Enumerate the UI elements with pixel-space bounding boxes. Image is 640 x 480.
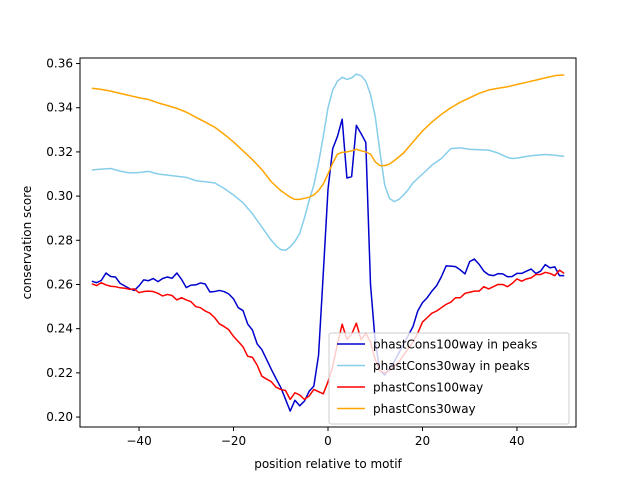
legend-label-0: phastCons100way in peaks bbox=[373, 338, 537, 352]
y-tick-label: 0.30 bbox=[46, 189, 73, 203]
legend-label-1: phastCons30way in peaks bbox=[373, 359, 530, 373]
x-tick-label: −20 bbox=[221, 434, 246, 448]
y-tick-label: 0.22 bbox=[46, 366, 73, 380]
y-axis-label: conservation score bbox=[20, 186, 34, 300]
y-tick-label: 0.36 bbox=[46, 57, 73, 71]
series-layer bbox=[91, 73, 565, 412]
y-tick-label: 0.20 bbox=[46, 410, 73, 424]
series-line-0 bbox=[91, 118, 565, 412]
y-tick-label: 0.28 bbox=[46, 233, 73, 247]
y-tick-label: 0.34 bbox=[46, 101, 73, 115]
y-axis: 0.20 0.22 0.24 0.26 0.28 0.30 0.32 0.34 0.36 bbox=[46, 57, 80, 424]
y-tick-label: 0.24 bbox=[46, 322, 73, 336]
legend-label-3: phastCons30way bbox=[373, 402, 476, 416]
x-tick-label: 40 bbox=[509, 434, 524, 448]
y-tick-label: 0.32 bbox=[46, 145, 73, 159]
x-axis: −40 −20 0 20 40 bbox=[126, 427, 525, 448]
x-tick-label: −40 bbox=[126, 434, 151, 448]
legend: phastCons100way in peaks phastCons30way i… bbox=[328, 332, 570, 425]
series-line-3 bbox=[91, 74, 565, 201]
legend-box bbox=[328, 332, 570, 425]
x-tick-label: 0 bbox=[324, 434, 332, 448]
x-axis-label: position relative to motif bbox=[254, 457, 402, 471]
series-line-1 bbox=[91, 73, 565, 251]
legend-label-2: phastCons100way bbox=[373, 381, 483, 395]
series-line-2 bbox=[91, 269, 565, 401]
x-tick-label: 20 bbox=[415, 434, 430, 448]
y-tick-label: 0.26 bbox=[46, 277, 73, 291]
